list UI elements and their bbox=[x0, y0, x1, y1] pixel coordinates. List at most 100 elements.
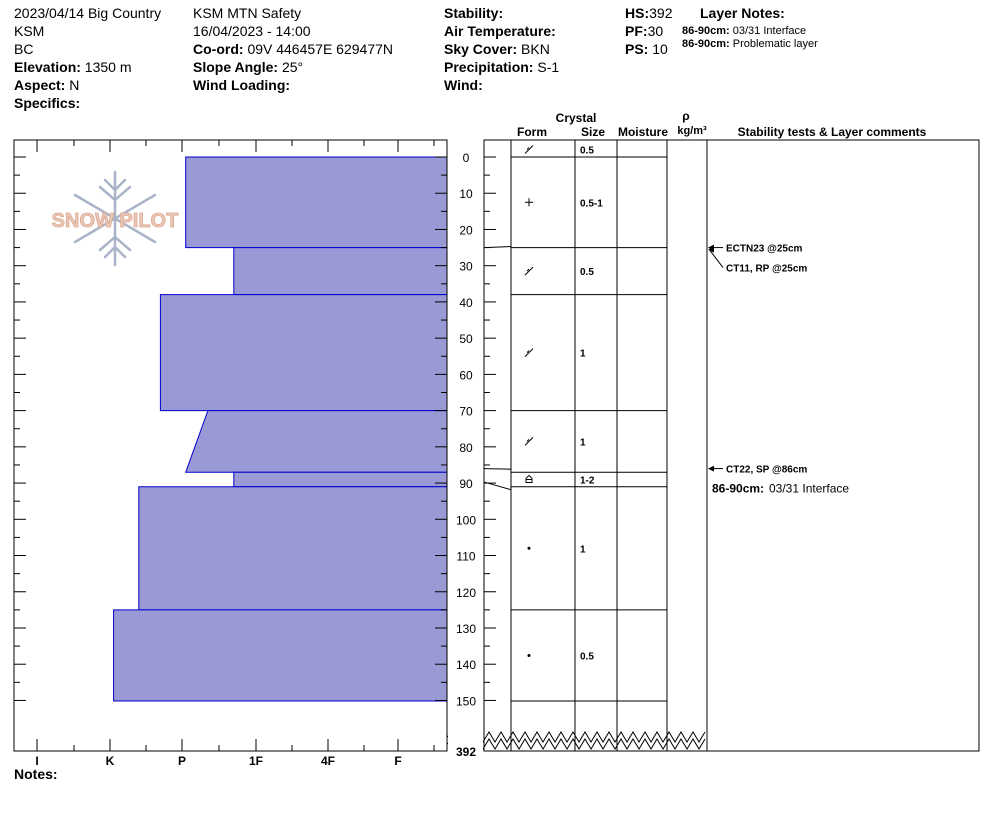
depth-tick-label: 50 bbox=[459, 332, 473, 346]
depth-tick-label: 110 bbox=[456, 550, 475, 564]
crystal-form-icon bbox=[526, 147, 530, 150]
hardness-axis-label: I bbox=[35, 754, 38, 768]
depth-break-zigzag bbox=[446, 731, 706, 743]
depth-break-zigzag bbox=[446, 738, 706, 750]
col-rho-header: ρ bbox=[682, 109, 689, 123]
coordinates: Co-ord: 09V 446457E 629477N bbox=[193, 41, 394, 57]
crystal-size: 0.5-1 bbox=[580, 198, 603, 209]
depth-tick-label: 60 bbox=[459, 368, 473, 382]
depth-tick-label: 80 bbox=[459, 441, 473, 455]
layer-comment-text: 03/31 Interface bbox=[769, 482, 849, 496]
depth-tick-label: 120 bbox=[456, 586, 476, 600]
wind-loading: Wind Loading: bbox=[193, 77, 291, 93]
crystal-size: 0.5 bbox=[580, 146, 594, 157]
obs-date-location: 2023/04/14 Big Country bbox=[14, 5, 162, 21]
hardness-bar bbox=[184, 410, 448, 473]
stability-test: ECTN23 @25cm bbox=[708, 244, 803, 255]
col-density-header: kg/m³ bbox=[677, 125, 707, 137]
crystal-size: 1-2 bbox=[580, 475, 595, 486]
slope-angle: Slope Angle: 25° bbox=[193, 59, 304, 75]
depth-tick-label: 70 bbox=[459, 405, 473, 419]
layer-frame bbox=[483, 139, 980, 752]
depth-tick-label: 130 bbox=[456, 622, 476, 636]
hardness-bar bbox=[138, 486, 448, 611]
organization: KSM MTN Safety bbox=[193, 5, 302, 21]
crystal-form-icon bbox=[527, 546, 531, 550]
crystal-form-icon bbox=[524, 145, 534, 154]
layer-row: 1 bbox=[524, 437, 586, 448]
hardness-profile bbox=[113, 156, 448, 702]
layer-table: 0.5 0.5-1 0.5 1 1 1-2 1 0.5 bbox=[483, 145, 667, 702]
hardness-axis-label: F bbox=[394, 754, 401, 768]
layer-connector bbox=[483, 246, 512, 249]
obs-datetime: 16/04/2023 - 14:00 bbox=[193, 23, 311, 39]
crystal-form-icon bbox=[526, 350, 530, 353]
notes: Notes: bbox=[14, 766, 58, 782]
layer-row: 0.5-1 bbox=[525, 198, 603, 209]
air-temperature: Air Temperature: bbox=[444, 23, 556, 39]
hardness-axis-label: 1F bbox=[249, 754, 263, 768]
depth-axis: 0 10 20 30 40 50 60 70 80 90 100 110 120 130 140 150 392 bbox=[435, 151, 706, 759]
crystal-size: 1 bbox=[580, 544, 586, 555]
crystal-form-icon bbox=[524, 348, 534, 357]
ps: PS: 10 bbox=[625, 41, 668, 57]
layer-notes-title: Layer Notes: bbox=[700, 5, 785, 21]
stability-test: CT22, SP @86cm bbox=[708, 465, 807, 476]
stability-test-label: CT22, SP @86cm bbox=[726, 465, 807, 476]
chart-frame bbox=[13, 139, 980, 752]
header-col-3: Stability: Air Temperature: Sky Cover: B… bbox=[444, 4, 559, 94]
crystal-size: 0.5 bbox=[580, 267, 594, 278]
precipitation: Precipitation: S-1 bbox=[444, 59, 560, 75]
col-form-header: Form bbox=[517, 125, 547, 139]
total-depth-label: 392 bbox=[456, 745, 476, 759]
depth-tick-label: 140 bbox=[456, 658, 476, 672]
depth-tick-label: 40 bbox=[459, 296, 473, 310]
arrow-head-icon bbox=[708, 465, 714, 472]
obs-region: KSM bbox=[14, 23, 45, 39]
layer-note-1: 86-90cm: 03/31 Interface bbox=[682, 25, 807, 37]
crystal-form-icon bbox=[527, 653, 531, 657]
layer-row: 1 bbox=[527, 544, 586, 555]
layer-row: 0.5 bbox=[524, 266, 594, 278]
specifics: Specifics: bbox=[14, 95, 81, 111]
crystal-form-icon bbox=[526, 268, 530, 272]
depth-tick-label: 150 bbox=[456, 694, 476, 708]
hardness-bar bbox=[113, 609, 448, 702]
col-size-header: Size bbox=[581, 125, 605, 139]
col-crystal-header: Crystal bbox=[556, 111, 597, 125]
hardness-axis-label: 4F bbox=[321, 754, 335, 768]
elevation: Elevation: 1350 m bbox=[14, 59, 132, 75]
crystal-form-icon bbox=[524, 437, 534, 446]
header-col-1: 2023/04/14 Big Country KSM BC Elevation:… bbox=[14, 4, 161, 112]
layer-connector bbox=[483, 481, 512, 491]
hardness-bar bbox=[159, 294, 448, 412]
crystal-form-icon bbox=[524, 266, 534, 276]
aspect: Aspect: N bbox=[14, 77, 80, 93]
col-comments-header: Stability tests & Layer comments bbox=[738, 125, 927, 139]
stability-test-label: CT11, RP @25cm bbox=[726, 264, 807, 275]
hardness-frame bbox=[13, 139, 448, 752]
hardness-axis-label: K bbox=[106, 754, 115, 768]
obs-province: BC bbox=[14, 41, 34, 57]
layer-row: 0.5 bbox=[524, 145, 594, 157]
hardness-bar bbox=[233, 471, 448, 488]
snowpilot-logo: SNOW PILOT bbox=[51, 170, 179, 267]
depth-tick-label: 0 bbox=[463, 151, 470, 165]
pf: PF:30 bbox=[625, 23, 664, 39]
layer-row: 1 bbox=[524, 348, 586, 360]
logo-text: SNOW PILOT bbox=[52, 210, 179, 232]
sky-cover: Sky Cover: BKN bbox=[444, 41, 550, 57]
header-col-2: KSM MTN Safety 16/04/2023 - 14:00 Co-ord… bbox=[193, 4, 393, 94]
crystal-size: 1 bbox=[580, 437, 586, 448]
hardness-bar bbox=[233, 247, 448, 296]
layer-comment: 86-90cm: 03/31 Interface bbox=[712, 482, 849, 496]
depth-tick-label: 20 bbox=[459, 223, 473, 237]
depth-tick-label: 100 bbox=[456, 513, 476, 527]
depth-tick-label: 30 bbox=[459, 260, 473, 274]
crystal-form-icon bbox=[525, 474, 533, 483]
crystal-form-icon bbox=[526, 439, 530, 442]
stability-test-label: ECTN23 @25cm bbox=[726, 244, 803, 255]
header-col-4: HS:392 PF:30 PS: 10 bbox=[625, 4, 672, 58]
hardness-axis: I K P 1F 4F F bbox=[35, 754, 401, 768]
